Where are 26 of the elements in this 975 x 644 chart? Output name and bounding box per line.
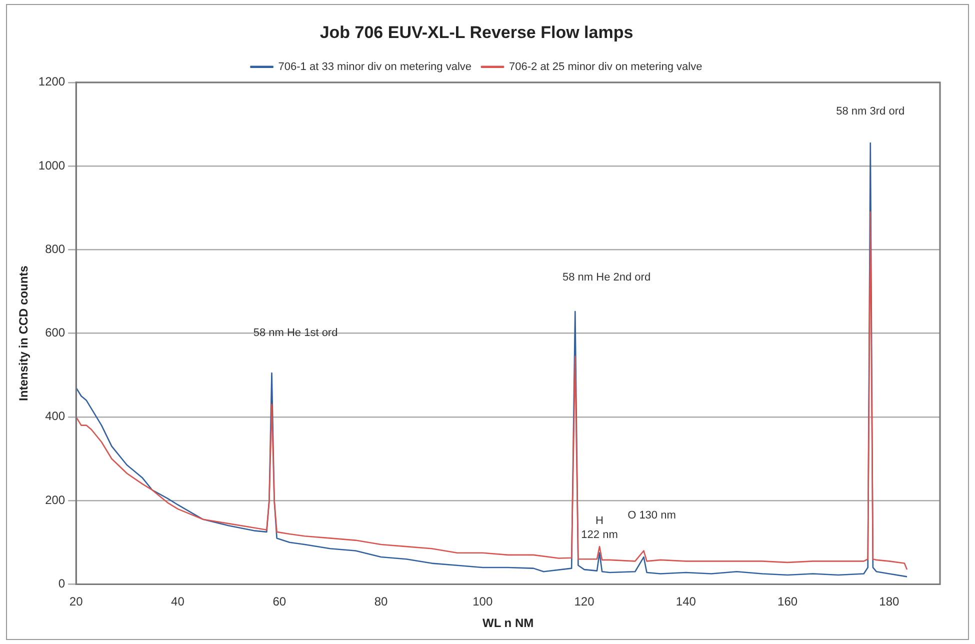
x-tick-label: 80: [374, 594, 388, 609]
y-axis-title: Intensity in CCD counts: [16, 265, 31, 401]
x-axis-title: WL n NM: [482, 616, 534, 630]
annotation: 58 nm He 1st ord: [253, 326, 338, 339]
annotation: 58 nm 3rd ord: [836, 106, 905, 118]
chart-title: Job 706 EUV-XL-L Reverse Flow lamps: [320, 22, 634, 42]
legend-label: 706-2 at 25 minor div on metering valve: [509, 60, 702, 73]
x-tick-label: 40: [171, 594, 185, 609]
y-tick-label: 1200: [38, 74, 66, 89]
y-tick-label: 1000: [38, 158, 66, 172]
x-tick-label: 120: [574, 594, 595, 609]
y-tick-label: 800: [45, 242, 66, 256]
annotation: H 122 nm: [581, 515, 618, 542]
annotation: O 130 nm: [628, 509, 676, 522]
x-tick-label: 140: [676, 594, 696, 609]
x-tick-label: 180: [879, 594, 900, 609]
x-tick-label: 20: [69, 594, 84, 609]
y-tick-label: 200: [45, 492, 66, 507]
x-tick-label: 160: [778, 594, 798, 609]
legend-label: 706-1 at 33 minor div on metering valve: [278, 60, 472, 73]
x-tick-label: 100: [472, 594, 493, 609]
y-tick-label: 0: [58, 576, 66, 591]
y-tick-label: 400: [45, 409, 66, 424]
y-tick-label: 600: [45, 326, 66, 340]
x-tick-label: 60: [272, 594, 286, 609]
annotation: 58 nm He 2nd ord: [562, 272, 651, 284]
